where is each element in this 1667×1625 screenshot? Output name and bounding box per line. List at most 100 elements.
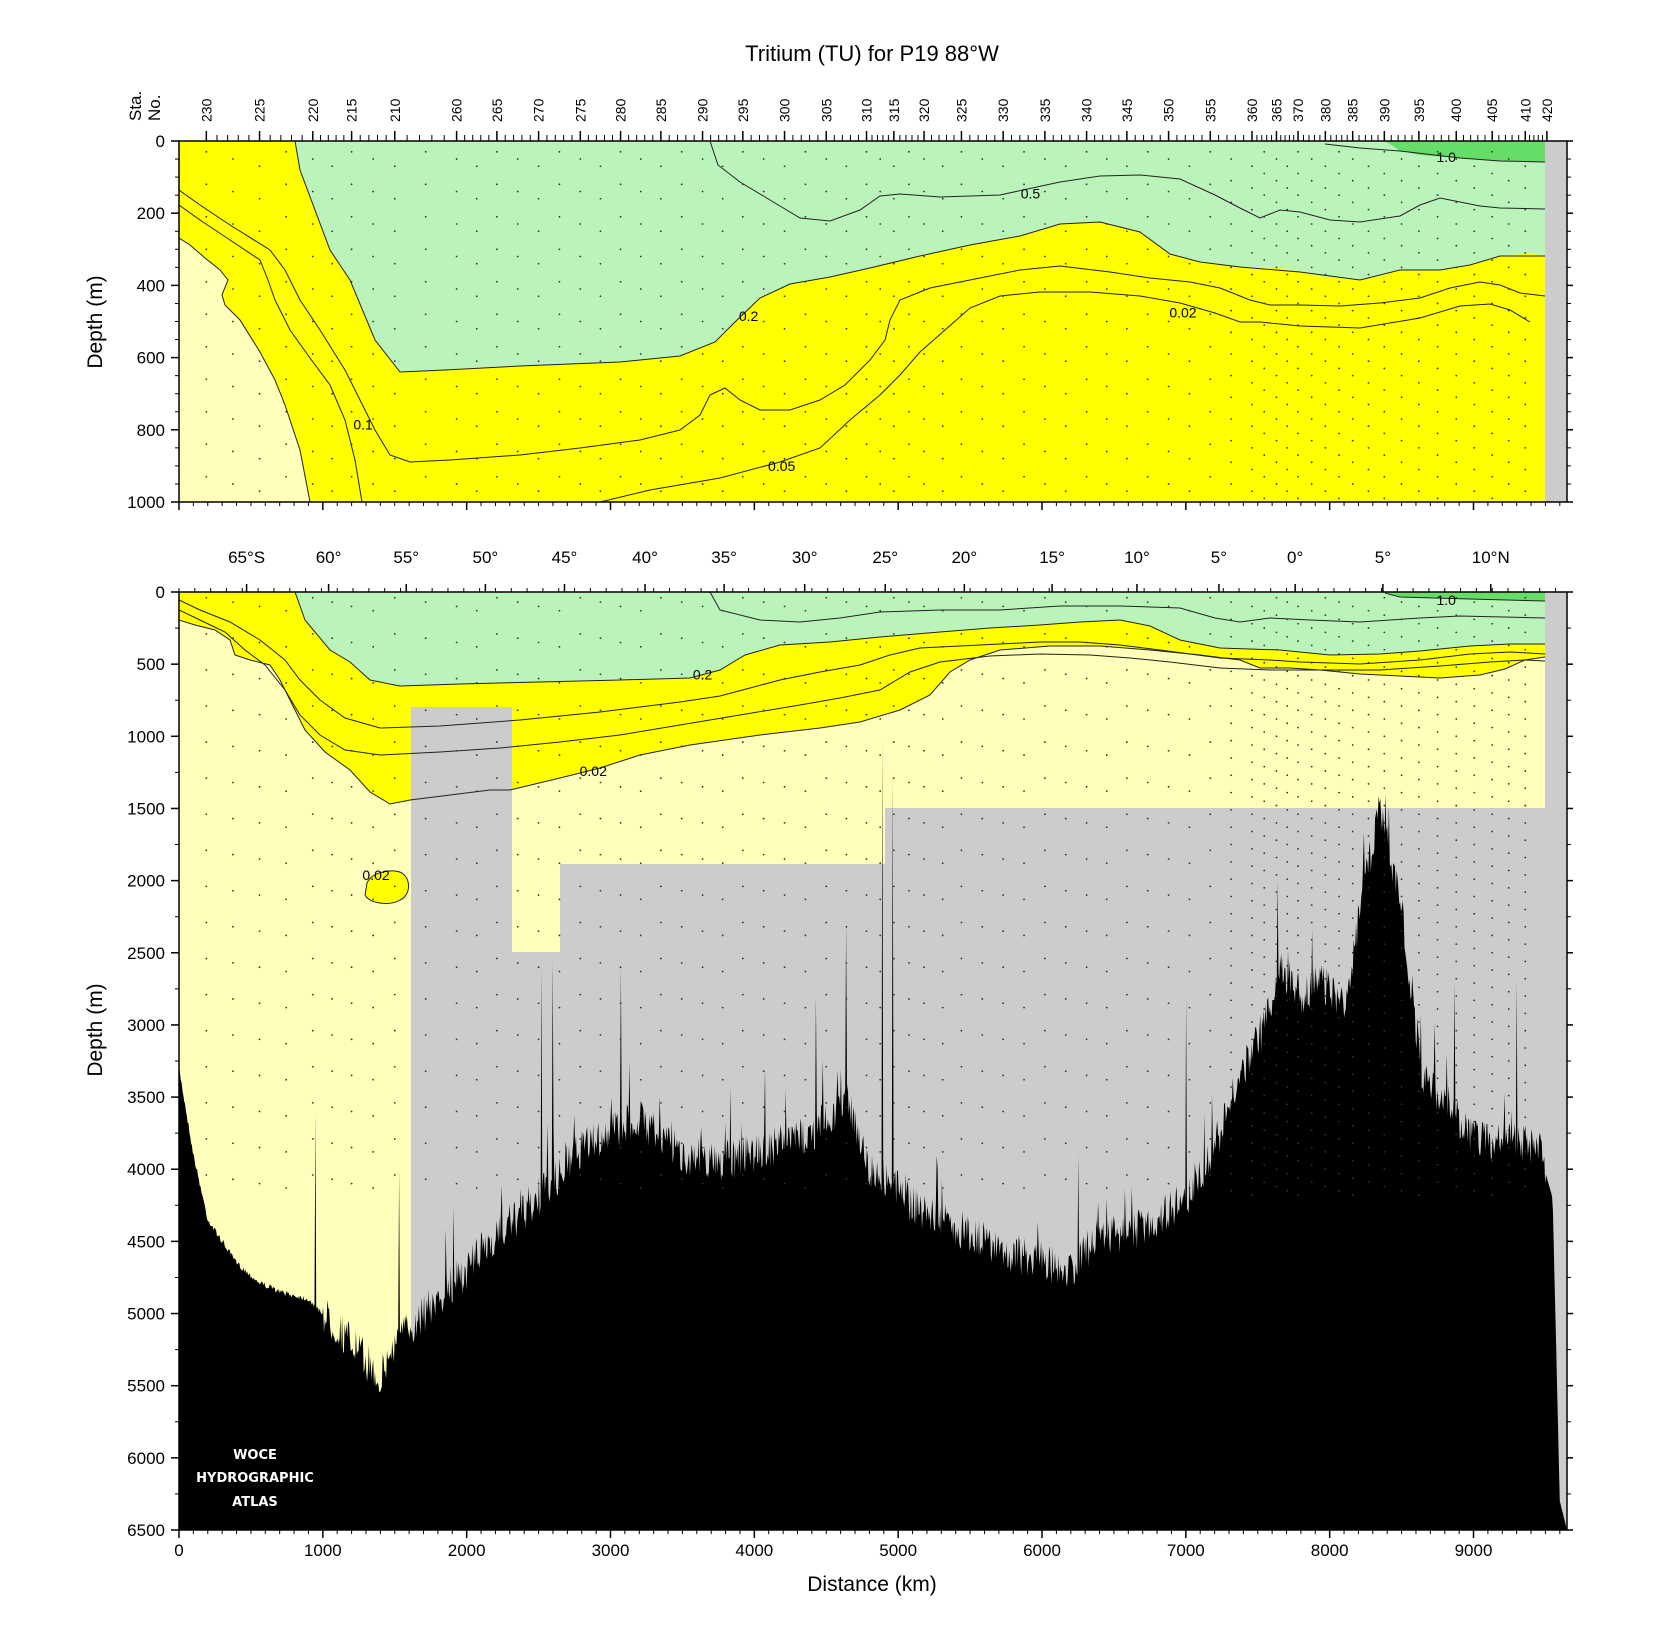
sample-dot: [1310, 1025, 1313, 1028]
sample-dot: [680, 248, 683, 251]
sample-dot: [981, 190, 984, 193]
sample-dot: [960, 1101, 963, 1104]
sample-dot: [1064, 490, 1067, 493]
sample-dot: [762, 158, 765, 160]
sample-dot: [659, 392, 662, 395]
sample-dot: [1524, 165, 1527, 168]
station-label: 360: [1244, 98, 1260, 122]
sample-dot: [258, 457, 261, 460]
sample-dot: [1436, 302, 1439, 305]
sample-dot: [680, 183, 683, 186]
sample-dot: [1524, 700, 1527, 703]
lower-region-0.02-island: [365, 870, 409, 904]
sample-dot: [1167, 158, 1170, 160]
sample-dot: [1351, 899, 1354, 902]
sample-dot: [558, 150, 561, 153]
sample-dot: [311, 669, 314, 671]
sample-dot: [1310, 1181, 1313, 1184]
sample-dot: [424, 215, 427, 218]
sample-dot: [205, 741, 208, 743]
sample-dot: [908, 1106, 910, 1109]
sample-dot: [960, 215, 963, 218]
sample-dot: [1286, 230, 1289, 233]
sample-dot: [232, 223, 234, 225]
sample-dot: [879, 754, 882, 756]
sample-dot: [1085, 821, 1088, 824]
sample-dot: [1125, 632, 1128, 635]
sample-dot: [701, 320, 704, 323]
sample-dot: [960, 921, 963, 924]
sample-dot: [1310, 852, 1313, 855]
sample-dot: [475, 682, 478, 684]
contour-label: 0.02: [362, 867, 389, 883]
sample-dot: [1275, 158, 1278, 160]
sample-dot: [845, 262, 848, 265]
sample-dot: [1275, 1064, 1278, 1067]
sample-dot: [1473, 381, 1476, 384]
sample-dot: [1383, 735, 1386, 738]
sample-dot: [639, 970, 642, 973]
sample-dot: [1473, 930, 1476, 933]
sample-dot: [1436, 713, 1439, 716]
sample-dot: [372, 1187, 375, 1189]
sample-dot: [1286, 618, 1289, 621]
sample-dot: [1064, 360, 1067, 363]
sample-dot: [1455, 925, 1458, 928]
sample-dot: [1455, 396, 1458, 399]
sample-dot: [1383, 454, 1386, 456]
sample-dot: [1417, 726, 1420, 729]
sample-dot: [845, 457, 848, 460]
sample-dot: [1286, 791, 1289, 794]
sample-dot: [1310, 158, 1313, 160]
sample-dot: [825, 885, 828, 888]
sample-dot: [1455, 439, 1458, 442]
sample-dot: [495, 378, 498, 381]
sample-dot: [1324, 1099, 1327, 1101]
depth-tick-label: 5500: [127, 1377, 165, 1396]
sample-dot: [804, 790, 807, 793]
sample-dot: [285, 645, 288, 648]
contour-label: 0.2: [739, 308, 759, 324]
sample-dot: [1263, 1181, 1266, 1184]
latitude-label: 45°: [552, 548, 578, 567]
sample-dot: [721, 754, 724, 756]
sample-dot: [475, 1078, 478, 1081]
sample-dot: [659, 957, 662, 960]
sample-dot: [981, 158, 984, 160]
sample-dot: [372, 826, 375, 829]
sample-dot: [205, 957, 208, 960]
sample-dot: [232, 1034, 234, 1036]
sample-dot: [1367, 360, 1370, 363]
sample-dot: [879, 1006, 882, 1009]
sample-dot: [762, 925, 765, 928]
sample-dot: [1230, 179, 1233, 182]
station-label: 410: [1517, 98, 1533, 122]
sample-dot: [558, 215, 561, 218]
sample-dot: [1146, 215, 1149, 218]
sample-dot: [892, 197, 895, 200]
sample-dot: [599, 392, 602, 395]
sample-dot: [1310, 1060, 1313, 1062]
sample-dot: [455, 677, 458, 680]
sample-dot: [1473, 208, 1476, 211]
sample-dot: [923, 1146, 925, 1149]
sample-dot: [879, 1078, 882, 1081]
sample-dot: [619, 475, 622, 478]
sample-dot: [599, 1142, 602, 1145]
sample-dot: [232, 601, 234, 604]
sample-dot: [1286, 653, 1289, 655]
sample-dot: [1146, 1070, 1149, 1073]
sample-dot: [1400, 705, 1403, 707]
sample-dot: [1338, 809, 1340, 811]
sample-dot: [1064, 745, 1067, 748]
sample-dot: [1167, 821, 1170, 824]
sample-dot: [1310, 223, 1313, 225]
sample-dot: [372, 898, 375, 901]
sample-dot: [1383, 1064, 1386, 1067]
sample-dot: [1251, 1073, 1253, 1075]
sample-dot: [1491, 1021, 1494, 1023]
sample-dot: [1230, 418, 1233, 420]
sample-dot: [1400, 223, 1403, 225]
sample-dot: [960, 443, 963, 446]
